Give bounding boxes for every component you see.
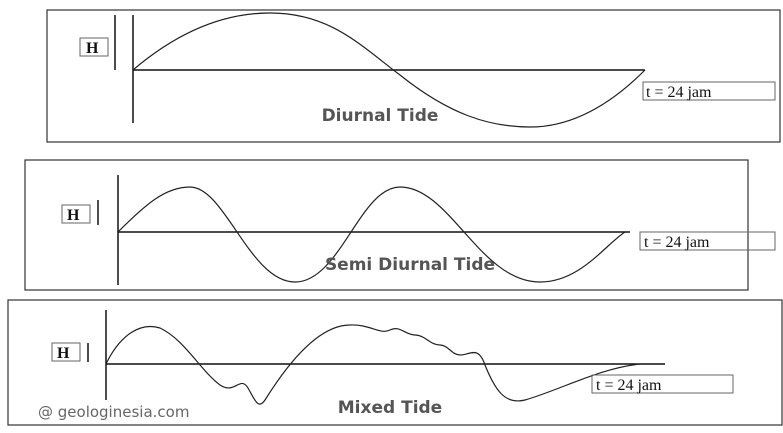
tide-curve [105, 324, 641, 405]
time-label: t = 24 jam [596, 377, 662, 394]
tide-curve [132, 12, 646, 128]
panel-diurnal: H t = 24 jam Diurnal Tide [46, 9, 781, 143]
h-label: H [57, 345, 70, 362]
panel-frame [46, 9, 781, 143]
panel-title: Semi Diurnal Tide [325, 255, 495, 275]
h-label-box [79, 37, 109, 57]
watermark: @ geologinesia.com [38, 403, 189, 421]
panel-frame [24, 159, 749, 291]
panel-mixed: H t = 24 jam Mixed Tide @ geologinesia.c… [7, 299, 783, 426]
time-label-box [591, 374, 734, 394]
time-label: t = 24 jam [646, 84, 712, 101]
time-label-box [642, 81, 776, 101]
tide-curve [117, 186, 626, 283]
h-label-box [51, 342, 81, 362]
time-label: t = 24 jam [644, 234, 710, 251]
time-label-box [639, 231, 776, 251]
h-label: H [67, 207, 80, 224]
panel-semi-diurnal: H t = 24 jam Semi Diurnal Tide [24, 159, 776, 291]
panel-title: Mixed Tide [338, 398, 442, 418]
panel-title: Diurnal Tide [322, 106, 439, 126]
h-label-box [61, 204, 91, 224]
h-label: H [86, 40, 99, 57]
panel-frame [7, 299, 783, 426]
